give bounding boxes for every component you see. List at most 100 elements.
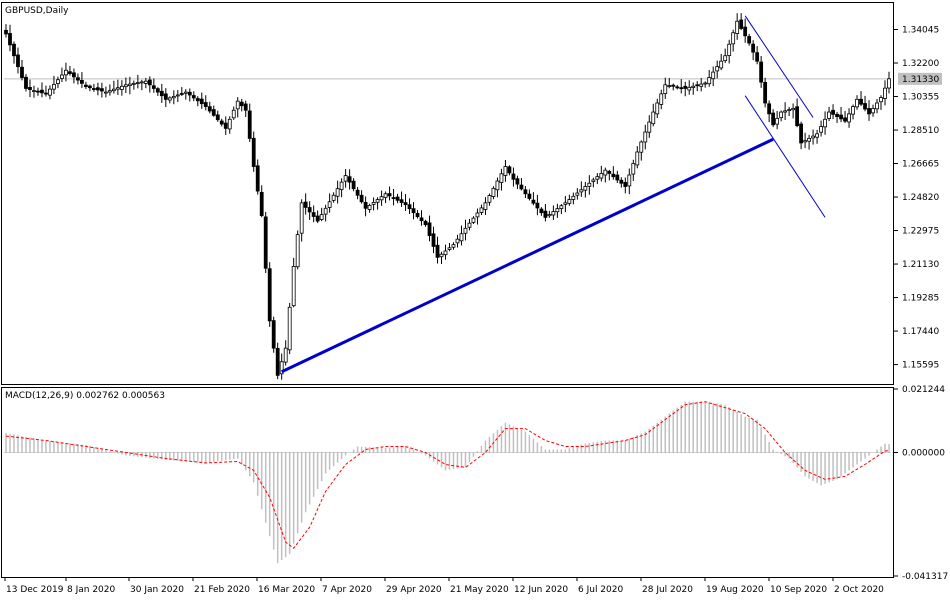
x-tick-label: 6 Jul 2020 bbox=[578, 585, 623, 595]
candle bbox=[483, 197, 488, 216]
candle bbox=[875, 98, 879, 114]
candle bbox=[695, 81, 700, 91]
candle bbox=[219, 118, 224, 127]
candle bbox=[359, 190, 364, 204]
x-tick-label: 21 Feb 2020 bbox=[194, 585, 250, 595]
candle bbox=[159, 83, 164, 103]
candle bbox=[799, 121, 804, 150]
candle bbox=[319, 207, 324, 222]
candle bbox=[395, 193, 400, 204]
candle bbox=[883, 80, 887, 106]
x-axis: 13 Dec 2019 8 Jan 2020 30 Jan 2020 21 Feb 2… bbox=[4, 577, 884, 595]
candle bbox=[887, 71, 891, 94]
channel-trendline bbox=[744, 95, 826, 218]
candle bbox=[56, 76, 60, 89]
candle bbox=[91, 84, 96, 92]
candle bbox=[259, 185, 264, 218]
candle bbox=[459, 225, 464, 246]
x-tick-label: 8 Jan 2020 bbox=[67, 585, 115, 595]
candle bbox=[815, 129, 819, 144]
candle bbox=[95, 82, 100, 96]
candle bbox=[399, 191, 404, 207]
candle bbox=[667, 77, 672, 89]
candle bbox=[803, 132, 807, 149]
candle bbox=[355, 186, 360, 200]
candle bbox=[419, 210, 424, 226]
candle bbox=[863, 95, 867, 112]
candle bbox=[24, 74, 28, 92]
candle bbox=[291, 257, 296, 308]
support-trendline bbox=[281, 137, 774, 374]
candle bbox=[287, 302, 292, 355]
candle bbox=[283, 340, 288, 366]
candle bbox=[595, 173, 600, 185]
candle bbox=[719, 53, 724, 71]
candle bbox=[211, 105, 216, 117]
price-y-axis: 1.34045 1.32200 1.30355 1.28510 1.26665 1.248… bbox=[894, 26, 942, 371]
x-tick-label: 13 Dec 2019 bbox=[6, 585, 64, 595]
candle bbox=[523, 186, 528, 199]
macd-tick-label: 0.021244 bbox=[902, 385, 945, 395]
candle bbox=[871, 104, 875, 117]
candle bbox=[447, 242, 452, 252]
candle bbox=[627, 168, 632, 195]
candle bbox=[20, 60, 24, 81]
candle bbox=[227, 116, 232, 134]
price-tick-label: 1.34045 bbox=[902, 26, 939, 36]
candle bbox=[487, 193, 492, 206]
candle bbox=[783, 102, 788, 121]
candle bbox=[403, 194, 408, 212]
candle bbox=[115, 79, 120, 95]
price-tick-label: 1.32200 bbox=[902, 59, 939, 69]
price-tick-label: 1.24820 bbox=[902, 193, 939, 203]
candle bbox=[155, 87, 160, 96]
price-tick-label: 1.28510 bbox=[902, 126, 939, 136]
price-tick-label: 1.15595 bbox=[902, 361, 939, 371]
candle bbox=[335, 180, 340, 204]
channel-trendline bbox=[744, 15, 814, 118]
candle bbox=[787, 106, 792, 117]
candle bbox=[791, 103, 796, 119]
macd-panel-frame bbox=[1, 387, 894, 578]
candle bbox=[40, 82, 44, 98]
candle bbox=[143, 77, 148, 89]
current-price-badge bbox=[898, 72, 942, 85]
candle bbox=[235, 97, 240, 118]
candle bbox=[351, 178, 356, 192]
candle bbox=[179, 87, 184, 96]
candle bbox=[507, 165, 512, 176]
candle bbox=[559, 204, 564, 215]
candle bbox=[327, 193, 332, 213]
candle bbox=[599, 165, 604, 182]
candle bbox=[539, 207, 544, 216]
candle bbox=[84, 81, 88, 90]
candle bbox=[28, 79, 32, 98]
candle bbox=[331, 192, 336, 203]
candle bbox=[623, 177, 628, 194]
candle bbox=[855, 95, 859, 110]
macd-y-axis: 0.021244 0.000000 -0.041317 bbox=[894, 385, 948, 582]
candle bbox=[455, 234, 460, 248]
candle bbox=[16, 47, 20, 74]
candle bbox=[347, 169, 352, 190]
candle bbox=[407, 198, 412, 214]
candle bbox=[807, 134, 811, 150]
candle bbox=[879, 95, 883, 110]
candle bbox=[827, 106, 831, 122]
candle bbox=[467, 218, 472, 231]
candle bbox=[435, 236, 440, 264]
candle bbox=[615, 170, 620, 184]
candle bbox=[739, 13, 744, 31]
candle bbox=[4, 24, 8, 38]
candle bbox=[663, 77, 668, 99]
candle bbox=[471, 216, 476, 225]
candle bbox=[655, 98, 660, 119]
x-tick-label: 30 Jan 2020 bbox=[130, 585, 184, 595]
candle bbox=[275, 342, 280, 380]
price-tick-label: 1.22975 bbox=[902, 227, 939, 237]
candle bbox=[127, 76, 132, 95]
x-tick-label: 19 Aug 2020 bbox=[706, 585, 764, 595]
price-tick-label: 1.26665 bbox=[902, 160, 939, 170]
